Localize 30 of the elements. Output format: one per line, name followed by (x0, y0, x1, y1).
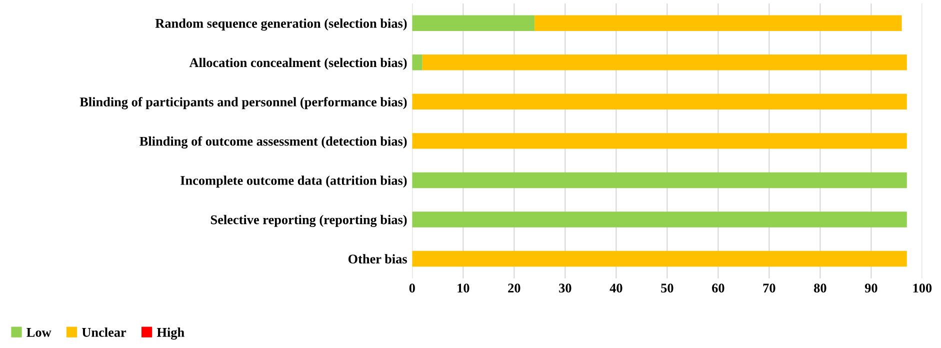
legend-label: High (156, 328, 184, 340)
bar (412, 15, 535, 31)
x-tick-label: 70 (763, 284, 776, 293)
bar (534, 15, 902, 31)
bar (412, 250, 907, 267)
x-tick-label: 20 (508, 284, 520, 293)
x-tick-label: 100 (913, 284, 932, 293)
bar (422, 54, 907, 70)
bar (412, 133, 907, 149)
x-tick-label: 60 (712, 284, 724, 293)
bar (412, 212, 907, 228)
x-tick-label: 40 (610, 284, 622, 293)
legend-label: Unclear (82, 328, 126, 337)
bar (412, 54, 422, 70)
x-tick-label: 0 (409, 284, 415, 293)
x-tick-label: 50 (661, 284, 674, 293)
x-tick-label: 90 (864, 284, 878, 293)
y-tick-label: Other bias (348, 254, 407, 264)
x-tick-label: 10 (458, 284, 470, 293)
bar (412, 172, 907, 188)
bar (412, 94, 907, 110)
legend-label: Low (26, 328, 52, 337)
y-tick-label: Random sequence generation (selection bias) (155, 18, 407, 31)
y-tick-label: Selective reporting (reporting bias) (210, 214, 407, 227)
y-tick-label: Blinding of outcome assessment (detection bias) (140, 136, 407, 148)
y-tick-label: Allocation concealment (selection bias) (189, 58, 407, 70)
y-tick-label: Blinding of participants and personnel (performance bias) (80, 97, 407, 110)
x-tick-label: 80 (814, 284, 826, 293)
y-tick-label: Incomplete outcome data (attrition bias) (180, 176, 407, 188)
x-tick-label: 30 (559, 284, 572, 293)
